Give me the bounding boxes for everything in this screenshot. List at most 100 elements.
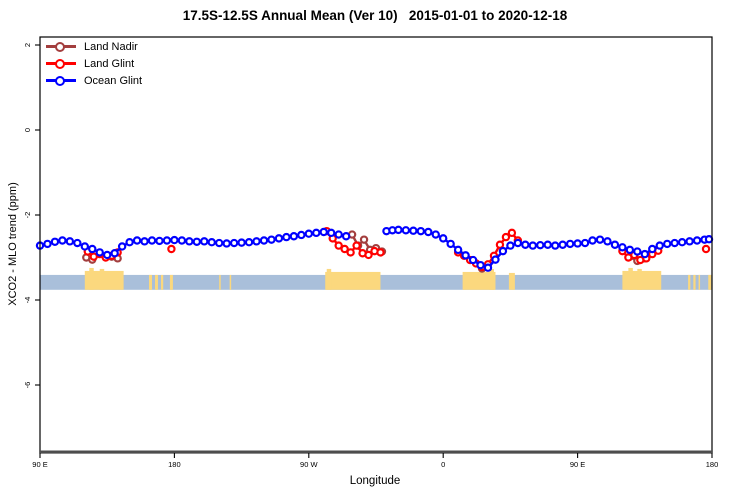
data-point: [214, 238, 224, 248]
x-tick-label: 90 W: [300, 460, 318, 469]
y-tick-label: -2: [23, 212, 32, 219]
data-point: [468, 255, 478, 265]
data-point: [43, 239, 52, 249]
data-point: [498, 246, 508, 256]
legend-item-land-nadir: Land Nadir: [46, 40, 142, 53]
data-point: [513, 238, 523, 248]
data-point: [543, 240, 552, 249]
data-point: [595, 235, 605, 244]
ocean-glint-marker-icon: [46, 75, 76, 86]
data-point: [521, 240, 530, 249]
data-point: [640, 249, 650, 259]
data-point: [491, 255, 500, 264]
data-point: [625, 245, 635, 255]
land-nadir-marker-icon: [46, 41, 76, 52]
data-point: [446, 239, 455, 249]
data-point: [274, 234, 284, 243]
data-point: [580, 238, 590, 248]
data-point: [282, 232, 291, 242]
data-point: [341, 232, 351, 241]
data-point: [65, 237, 75, 246]
y-tick-label: 2: [23, 43, 32, 47]
data-point: [334, 230, 343, 239]
data-point: [495, 240, 505, 249]
y-tick-label: -4: [23, 297, 32, 304]
land-patch: [99, 268, 105, 290]
land-patch: [708, 274, 712, 290]
data-point: [259, 236, 269, 245]
land-patch: [462, 271, 496, 290]
data-point: [603, 237, 612, 246]
data-point: [394, 225, 403, 235]
data-point: [50, 237, 60, 246]
data-point: [588, 236, 597, 245]
data-point: [359, 235, 369, 244]
land-patch: [622, 270, 662, 290]
data-point: [140, 237, 149, 246]
axes: 90 E 180 90 W 0 90 E 180 2 0 -2 -4 -6: [23, 36, 719, 469]
data-point: [558, 240, 567, 249]
legend-label: Ocean Glint: [84, 74, 143, 87]
data-point: [501, 232, 511, 242]
data-point: [364, 250, 373, 260]
legend-label: Land Glint: [84, 57, 135, 70]
series-ocean-glint: [35, 225, 714, 272]
data-point: [416, 226, 425, 236]
land-patch: [325, 271, 381, 290]
data-point: [401, 226, 411, 235]
data-point: [289, 232, 299, 241]
data-point: [507, 228, 517, 238]
data-point: [110, 249, 119, 258]
data-point: [162, 236, 172, 245]
data-point: [685, 237, 694, 246]
legend: Land Nadir Land Glint Ocean Glint: [46, 40, 142, 87]
land-patch: [508, 272, 515, 290]
x-tick-label: 0: [441, 460, 445, 469]
land-patch: [628, 267, 633, 290]
legend-item-land-glint: Land Glint: [46, 57, 142, 70]
land-patch: [169, 274, 173, 290]
data-point: [73, 238, 82, 248]
data-point: [670, 238, 679, 248]
data-point: [125, 237, 134, 247]
y-tick-label: 0: [23, 128, 32, 132]
data-point: [170, 235, 179, 245]
land-patch: [698, 274, 701, 290]
data-point: [222, 239, 231, 248]
y-tick-label: -6: [23, 382, 32, 389]
data-point: [483, 263, 493, 272]
data-point: [304, 229, 313, 238]
data-point: [704, 235, 714, 244]
land-patch: [229, 274, 232, 290]
data-point: [431, 230, 440, 239]
land-glint-marker-icon: [46, 58, 76, 69]
data-point: [167, 244, 176, 254]
land-patch: [326, 268, 332, 290]
land-patch: [149, 274, 152, 290]
data-point: [573, 239, 582, 248]
data-point: [376, 248, 385, 257]
data-point: [117, 242, 127, 251]
data-point: [618, 243, 627, 252]
land-patch: [688, 274, 691, 290]
data-point: [267, 235, 276, 244]
legend-label: Land Nadir: [84, 40, 138, 53]
data-point: [88, 244, 97, 254]
y-axis-title: XCO2 - MLO trend (ppm): [7, 182, 19, 306]
data-point: [551, 241, 560, 250]
data-point: [453, 245, 463, 255]
data-point: [340, 244, 349, 254]
surface-band: [40, 267, 712, 290]
data-point: [476, 260, 485, 270]
x-tick-label: 180: [706, 460, 719, 469]
chart-title: 17.5S-12.5S Annual Mean (Ver 10) 2015-01…: [182, 8, 568, 23]
data-point: [633, 247, 642, 256]
data-point: [648, 244, 657, 254]
data-point: [506, 241, 515, 250]
data-point: [610, 240, 620, 249]
data-point: [663, 239, 672, 249]
land-patch: [489, 268, 494, 290]
data-point: [192, 237, 201, 246]
